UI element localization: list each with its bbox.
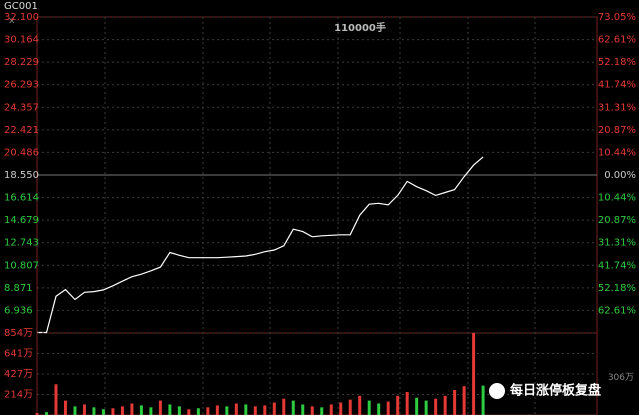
volume-bar	[168, 404, 172, 415]
volume-bar	[358, 395, 362, 415]
y2-tick-label: 73.05%	[598, 12, 636, 23]
y-tick-label: 24.357	[4, 102, 39, 113]
volume-bar	[443, 395, 447, 415]
volume-bar	[472, 333, 476, 415]
volume-bar	[282, 398, 286, 415]
volume-bar	[44, 412, 48, 415]
volume-bar	[339, 402, 343, 415]
volume-bar	[263, 405, 267, 415]
y2-tick-label: 41.74%	[598, 260, 636, 271]
volume-bar	[206, 407, 210, 415]
y-tick-label: 641万	[4, 348, 33, 359]
volume-bar	[415, 397, 419, 415]
volume-bar	[424, 400, 428, 415]
annotation: 110000手	[334, 21, 386, 34]
y-tick-label: 22.421	[4, 125, 39, 136]
y-tick-label: 20.486	[4, 147, 39, 158]
panel-border	[36, 16, 598, 415]
volume-bar	[405, 391, 409, 415]
y-tick-label: 18.550	[4, 170, 39, 181]
volume-bar	[320, 407, 324, 415]
y-tick-label: 30.164	[4, 35, 39, 46]
volume-bar	[272, 402, 276, 415]
y-tick-label: 32.100	[4, 12, 39, 23]
volume-bar	[481, 385, 485, 415]
y2-tick-label: 10.44%	[598, 147, 636, 158]
volume-bar	[434, 398, 438, 415]
volume-bar	[149, 407, 153, 415]
y2-tick-label: 20.87%	[598, 215, 636, 226]
y2-tick-label: 41.74%	[598, 80, 636, 91]
volume-bar	[310, 406, 314, 415]
y-tick-label: 16.614	[4, 193, 39, 204]
volume-bar	[54, 384, 58, 415]
volume-bar	[111, 408, 115, 415]
chart-title: GC001	[4, 1, 38, 12]
volume-bar	[225, 406, 229, 415]
volume-bar	[196, 408, 200, 415]
volume-bar	[158, 400, 162, 415]
volume-bar	[187, 409, 191, 415]
volume-bar	[301, 404, 305, 415]
volume-bar	[139, 405, 143, 415]
current-volume-label: 306万	[608, 373, 634, 383]
vertical-grid	[104, 17, 536, 415]
y-tick-label: 854万	[4, 328, 33, 339]
y2-tick-label: 31.31%	[598, 238, 636, 249]
watermark: 每日涨停板复盘	[510, 383, 601, 399]
y-tick-label: 6.936	[4, 305, 33, 316]
volume-bar	[92, 407, 96, 415]
volume-bar	[120, 406, 124, 415]
volume-bar	[367, 400, 371, 415]
volume-bar	[329, 404, 333, 415]
watermark-icon	[489, 383, 505, 399]
volume-bar	[291, 400, 295, 415]
y2-tick-label: 62.61%	[598, 305, 636, 316]
y2-tick-label: 20.87%	[598, 125, 636, 136]
y2-tick-label: 52.18%	[598, 57, 636, 68]
volume-bar	[234, 403, 238, 415]
volume-bar	[253, 406, 257, 415]
volume-bar	[377, 403, 381, 415]
volume-bar	[177, 406, 181, 415]
volume-bar	[82, 404, 86, 415]
close-icon: ×	[8, 17, 16, 27]
y-tick-label: 14.679	[4, 215, 39, 226]
volume-bar	[130, 403, 134, 415]
volume-bar	[386, 401, 390, 415]
y2-tick-label: 0.00%	[604, 170, 636, 181]
y-tick-label: 28.229	[4, 57, 39, 68]
y-tick-label: 8.871	[4, 283, 33, 294]
volume-bar	[63, 400, 67, 415]
y-tick-label: 427万	[4, 369, 33, 380]
volume-bar	[396, 395, 400, 415]
volume-bar	[462, 386, 466, 415]
y-tick-label: 214万	[4, 389, 33, 400]
volume-bar	[101, 409, 105, 415]
volume-bar	[73, 406, 77, 415]
y2-tick-label: 62.61%	[598, 35, 636, 46]
volume-bar	[244, 404, 248, 415]
y2-tick-label: 10.44%	[598, 193, 636, 204]
y-tick-label: 12.743	[4, 238, 39, 249]
volume-bar	[453, 390, 457, 415]
y-tick-label: 10.807	[4, 260, 39, 271]
y-tick-label: 26.293	[4, 80, 39, 91]
y2-tick-label: 31.31%	[598, 102, 636, 113]
volume-bar	[35, 413, 39, 415]
price-line	[37, 156, 484, 334]
volume-bar	[348, 399, 352, 415]
y2-tick-label: 52.18%	[598, 283, 636, 294]
volume-bar	[215, 405, 219, 415]
